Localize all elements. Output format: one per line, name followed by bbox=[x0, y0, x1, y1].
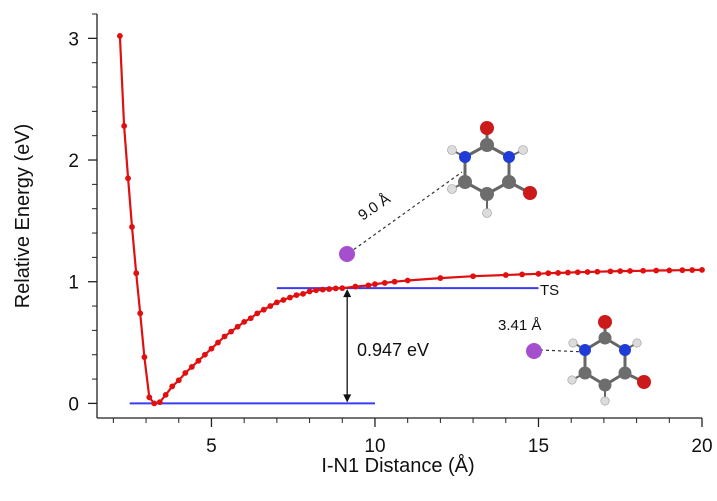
energy-gap-arrowhead-top bbox=[343, 289, 352, 298]
iodine-atom-far bbox=[339, 246, 355, 262]
data-point bbox=[121, 123, 128, 129]
y-tick-label: 2 bbox=[68, 151, 79, 172]
data-point bbox=[267, 303, 274, 309]
data-point bbox=[699, 267, 705, 273]
data-point bbox=[653, 267, 660, 274]
data-point bbox=[208, 345, 215, 352]
y-tick-label: 3 bbox=[68, 29, 79, 50]
x-tick-label: 15 bbox=[528, 436, 549, 457]
bond-distance-label-far: 9.0 Å bbox=[355, 190, 393, 224]
data-point bbox=[175, 377, 182, 384]
data-point bbox=[228, 328, 234, 335]
data-point bbox=[470, 273, 476, 280]
bond-distance-line bbox=[348, 171, 463, 254]
data-point bbox=[352, 283, 359, 290]
data-point bbox=[156, 399, 163, 406]
data-point bbox=[584, 269, 591, 275]
data-point bbox=[372, 281, 378, 288]
data-point bbox=[627, 268, 633, 274]
x-tick-label: 5 bbox=[206, 436, 217, 457]
data-point bbox=[332, 285, 339, 292]
data-point bbox=[260, 306, 267, 313]
data-point bbox=[535, 270, 542, 277]
energy-curve bbox=[118, 35, 703, 405]
data-point bbox=[293, 292, 300, 298]
energy-gap-annotation bbox=[343, 289, 352, 403]
data-point bbox=[326, 286, 333, 292]
molecule-structure-near: 3.41 Å bbox=[498, 315, 651, 406]
data-point bbox=[689, 267, 696, 273]
data-point bbox=[437, 275, 444, 281]
tick-marks bbox=[88, 13, 703, 427]
data-point bbox=[545, 270, 552, 277]
data-point bbox=[300, 290, 306, 297]
tick-labels: 5 10 15 20 0 1 2 3 bbox=[68, 29, 712, 457]
data-point bbox=[339, 285, 346, 292]
uracil-molecule-near bbox=[567, 315, 651, 406]
data-point bbox=[273, 299, 280, 306]
data-point bbox=[565, 269, 571, 276]
plot-area bbox=[116, 33, 705, 407]
ts-label: TS bbox=[540, 282, 559, 299]
uracil-molecule-far bbox=[447, 121, 537, 218]
data-point bbox=[141, 354, 148, 361]
data-point bbox=[151, 400, 158, 407]
data-point bbox=[502, 272, 509, 278]
data-point bbox=[116, 33, 123, 39]
data-point bbox=[133, 270, 140, 277]
data-point bbox=[146, 394, 153, 401]
data-point bbox=[241, 318, 248, 325]
axes bbox=[96, 14, 702, 419]
data-point bbox=[129, 224, 135, 230]
data-point bbox=[254, 310, 261, 317]
data-point bbox=[404, 277, 411, 284]
data-point bbox=[640, 267, 647, 274]
y-tick-label: 0 bbox=[68, 394, 79, 415]
data-point bbox=[221, 333, 228, 340]
energy-gap-label: 0.947 eV bbox=[357, 340, 429, 360]
data-point bbox=[195, 357, 202, 364]
data-point bbox=[391, 278, 398, 285]
data-point bbox=[555, 270, 562, 276]
data-point bbox=[381, 280, 388, 286]
data-point bbox=[280, 297, 287, 303]
data-point bbox=[287, 294, 293, 301]
data-point bbox=[519, 271, 526, 278]
molecule-structure-far: 9.0 Å bbox=[339, 121, 537, 262]
data-point bbox=[607, 268, 614, 275]
data-point bbox=[169, 383, 176, 390]
data-point bbox=[188, 363, 195, 370]
data-point bbox=[137, 310, 144, 317]
data-point bbox=[234, 323, 241, 330]
data-point bbox=[574, 269, 581, 276]
x-tick-label: 10 bbox=[364, 436, 385, 457]
data-point bbox=[215, 339, 221, 346]
data-point bbox=[202, 351, 208, 358]
data-point bbox=[319, 286, 326, 293]
data-point bbox=[594, 268, 601, 275]
data-point bbox=[162, 391, 169, 398]
y-tick-label: 1 bbox=[68, 273, 79, 294]
x-tick-label: 20 bbox=[691, 436, 712, 457]
data-point bbox=[617, 268, 624, 275]
reference-lines bbox=[129, 287, 539, 405]
data-point bbox=[313, 287, 320, 294]
data-point bbox=[247, 315, 254, 322]
data-point bbox=[182, 370, 189, 376]
bond-distance-label-near: 3.41 Å bbox=[498, 317, 541, 334]
energy-gap-arrowhead-bottom bbox=[343, 394, 352, 403]
data-point bbox=[365, 282, 372, 289]
x-axis-label: I-N1 Distance (Å) bbox=[321, 454, 474, 477]
data-point bbox=[125, 175, 131, 182]
y-axis-label: Relative Energy (eV) bbox=[12, 124, 34, 309]
data-point bbox=[666, 267, 673, 274]
bond-distance-line bbox=[539, 349, 587, 353]
iodine-atom-near bbox=[526, 343, 542, 359]
data-point bbox=[306, 288, 313, 295]
data-point bbox=[679, 267, 686, 274]
